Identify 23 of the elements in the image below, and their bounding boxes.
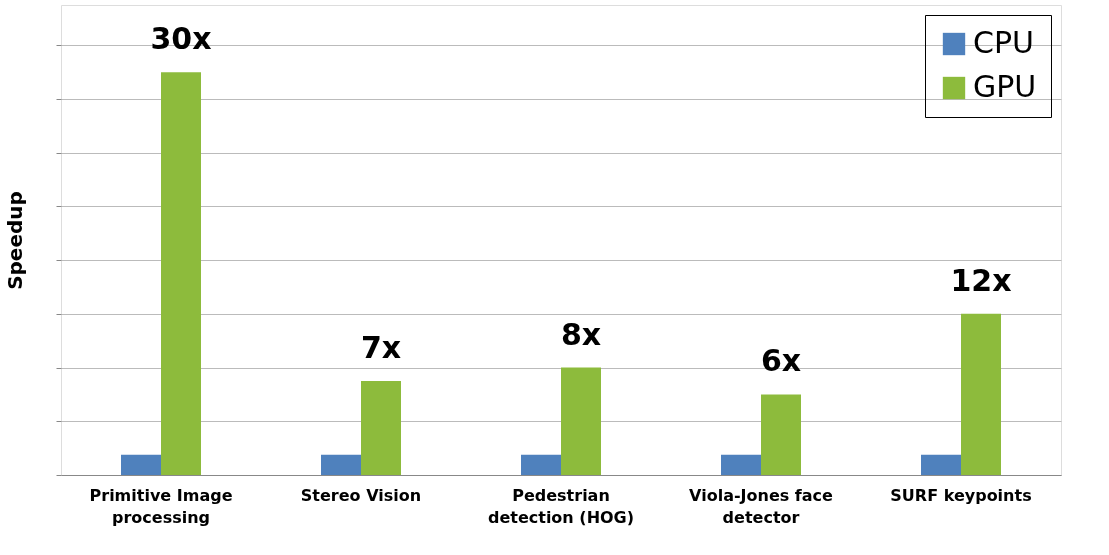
bar <box>521 454 561 475</box>
bar <box>761 394 801 475</box>
x-tick-label: SURF keypoints <box>890 485 1032 505</box>
x-tick-label: Viola-Jones face detector <box>689 485 834 527</box>
x-tick-label: Pedestrian detection (HOG) <box>487 485 635 527</box>
bar <box>921 454 961 475</box>
bar <box>561 367 601 475</box>
legend-label: CPU <box>973 25 1034 60</box>
data-label: 8x <box>560 316 602 352</box>
bar <box>161 72 201 475</box>
bar <box>121 454 161 475</box>
bar <box>321 454 361 475</box>
bar <box>961 313 1001 475</box>
bar <box>721 454 761 475</box>
data-label: 7x <box>360 330 402 365</box>
y-axis-title: Speedup <box>3 191 27 290</box>
legend-label: GPU <box>973 69 1037 104</box>
bar <box>361 381 401 475</box>
data-label: 30x <box>150 21 212 57</box>
data-label: 12x <box>950 262 1012 298</box>
data-label: 6x <box>760 343 802 379</box>
x-tick-label: Stereo Vision <box>300 485 422 505</box>
x-tick-label: Primitive Image processing <box>89 485 233 527</box>
